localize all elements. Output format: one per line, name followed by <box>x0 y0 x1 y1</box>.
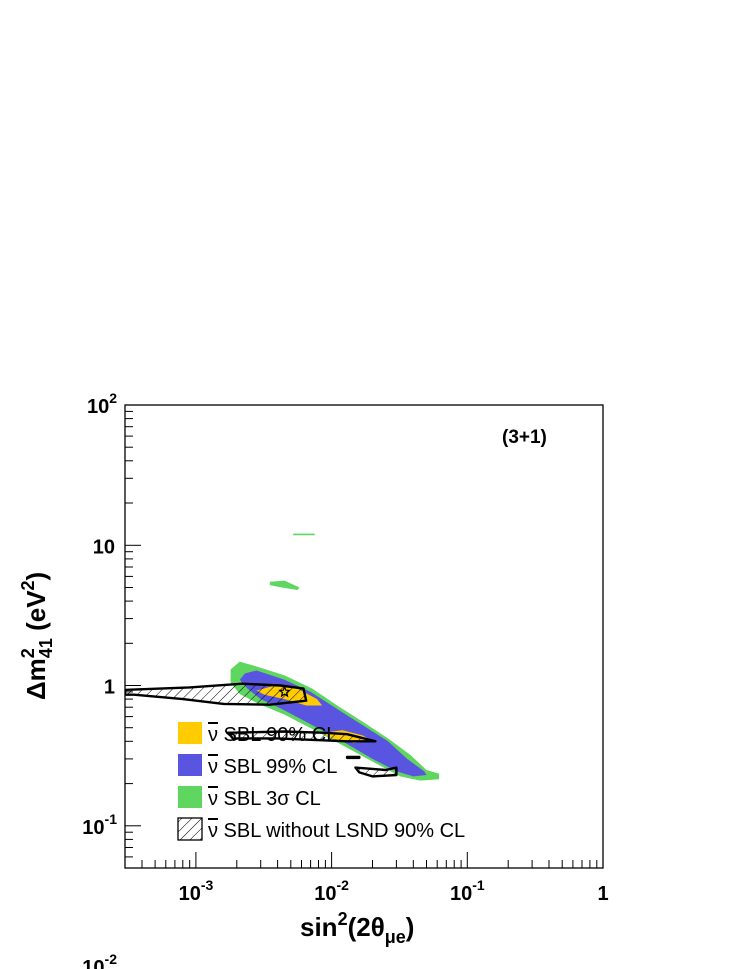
x-tick-label: 10-1 <box>450 877 485 905</box>
x-tick-label: 10-2 <box>314 877 349 905</box>
legend-swatch-3sigma <box>178 786 202 808</box>
region-lsnd-contour <box>345 755 361 760</box>
nu-symbol: ν <box>208 756 218 778</box>
legend-label-99cl: ν SBL 99% CL <box>208 756 337 778</box>
region-3sigma <box>293 533 315 536</box>
plot-frame <box>124 404 604 869</box>
legend-swatch-99cl <box>178 754 202 776</box>
region-lsnd-contour <box>225 730 377 743</box>
legend-label-3sigma: ν SBL 3σ CL <box>208 788 321 810</box>
best-fit-group <box>278 685 291 698</box>
y-tick-label: 102 <box>87 390 117 418</box>
nu-symbol: ν <box>208 820 218 842</box>
y-tick-label: 1 <box>104 677 115 699</box>
y-tick-label: 10-2 <box>82 951 117 969</box>
nu-symbol: ν <box>208 724 218 746</box>
legend-label-lsnd: ν SBL without LSND 90% CL <box>208 820 465 842</box>
legend-swatch-lsnd <box>177 817 203 841</box>
y-tick-label: 10-1 <box>82 811 117 839</box>
x-tick-label: 10-3 <box>179 877 214 905</box>
x-axis-label: sin2(2θμe) <box>300 909 414 947</box>
confidence-regions <box>125 533 440 781</box>
plot-background <box>125 405 603 868</box>
y-axis-label: Δm241 (eV2) <box>18 572 56 700</box>
annotation-label: (3+1) <box>502 427 547 448</box>
best-fit-star <box>278 685 291 698</box>
legend: ν SBL 90% CL ν SBL 99% CL ν SBL 3σ CL ν … <box>177 722 465 842</box>
region-lsnd-contour <box>125 682 308 706</box>
legend-label-90cl: ν SBL 90% CL <box>208 724 337 746</box>
nu-symbol: ν <box>208 788 218 810</box>
y-tick-label: 10 <box>93 536 115 558</box>
region-3sigma <box>269 580 300 590</box>
x-tick-label: 1 <box>597 883 608 905</box>
axis-ticks: 10-3 10-2 10-1 1 10-2 10-1 1 10 102 <box>82 390 608 969</box>
legend-swatch-90cl <box>178 722 202 744</box>
region-lsnd-contour <box>354 766 398 778</box>
